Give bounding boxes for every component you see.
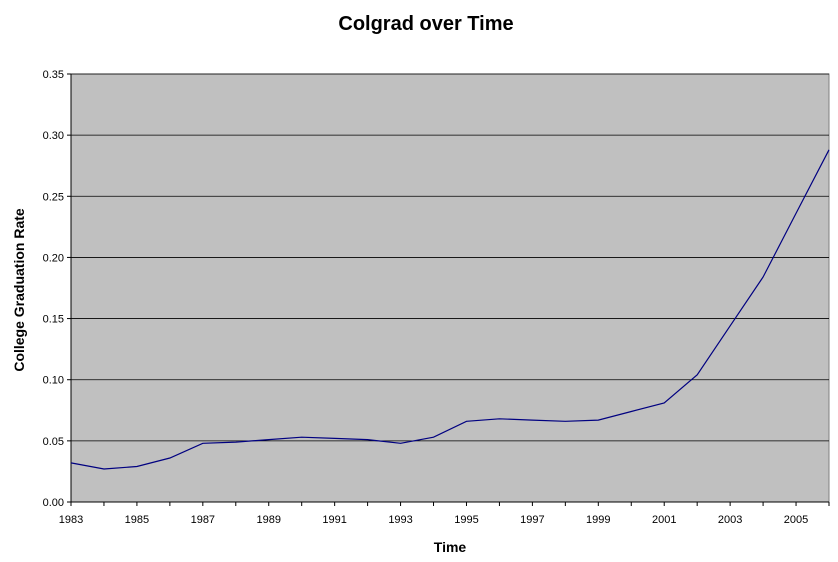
series-line [70,149,830,470]
y-tick-label: 0.10 [43,375,64,387]
y-tick-label: 0.30 [43,130,64,142]
x-tick-label: 1999 [586,514,610,526]
x-tick-label: 1993 [388,514,412,526]
x-axis-title: Time [434,539,467,555]
y-tick-label: 0.05 [43,436,64,448]
chart-title: Colgrad over Time [338,13,513,35]
gridlines [71,73,829,442]
plot-area [70,73,830,503]
x-tick-label: 1987 [191,514,215,526]
x-tick-label: 2005 [784,514,808,526]
x-tick-label: 1995 [454,514,478,526]
y-axis-title: College Graduation Rate [11,208,27,372]
x-tick-label: 1997 [520,514,544,526]
x-tick-label: 2003 [718,514,742,526]
y-tick-label: 0.15 [43,314,64,326]
x-tick-label: 2001 [652,514,676,526]
y-tick-label: 0.00 [43,497,64,509]
x-tick-label: 1989 [256,514,280,526]
y-tick-label: 0.35 [43,69,64,81]
y-axis: 0.00 0.05 0.10 0.15 0.20 0.25 0.30 0.35 [43,69,72,509]
x-tick-label: 1985 [125,514,149,526]
x-tick-label: 1991 [322,514,346,526]
y-tick-label: 0.20 [43,252,64,264]
x-tick-label: 1983 [59,514,83,526]
x-axis: 1983 1985 1987 1989 1991 1993 1995 1997 1999 2001… [59,501,830,526]
y-tick-label: 0.25 [43,191,64,203]
